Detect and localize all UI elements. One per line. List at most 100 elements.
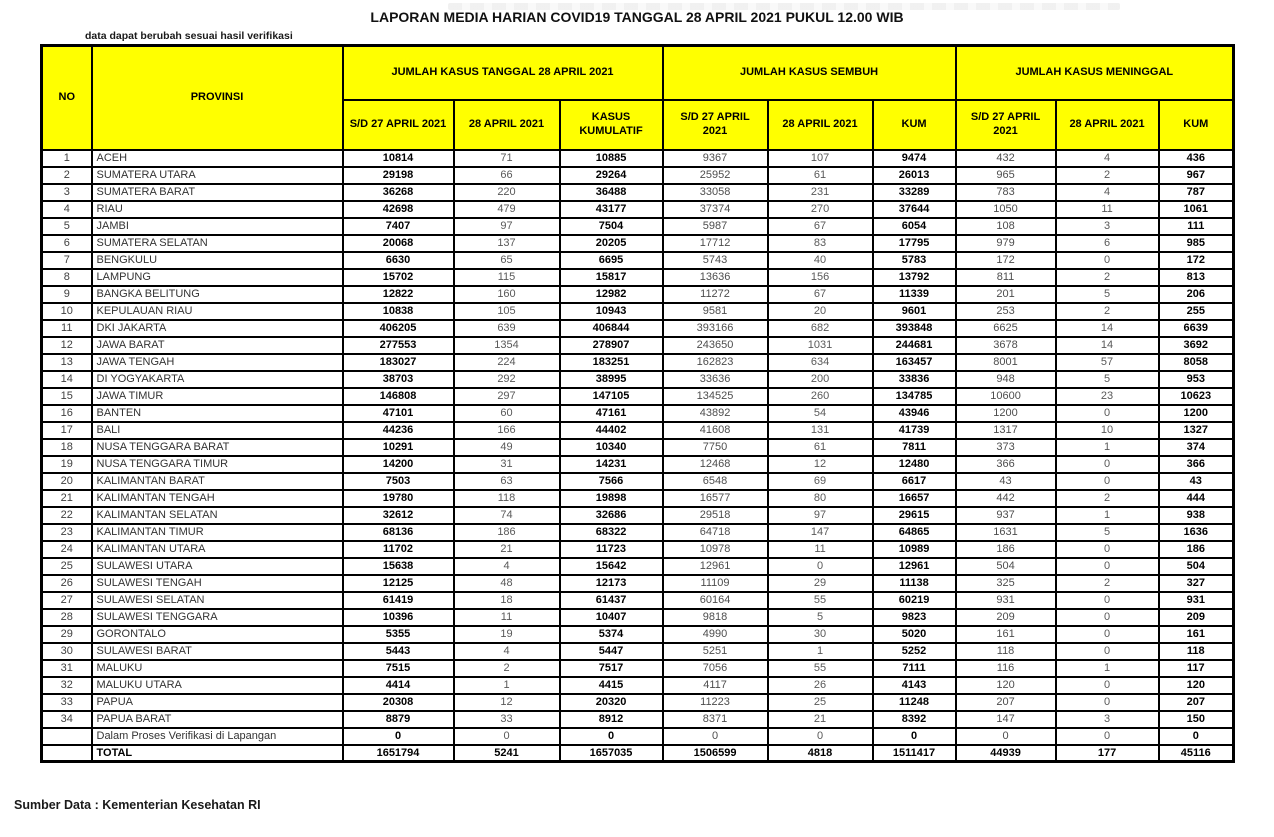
- cell-value: 97: [452, 216, 561, 236]
- cell-value: 11223: [661, 692, 769, 712]
- cell-value: 244681: [871, 335, 957, 355]
- cell-row-number: 14: [40, 369, 93, 389]
- subheader-meninggal-28apr: 28 APRIL 2021: [1054, 98, 1160, 151]
- cell-value: 0: [1054, 539, 1160, 559]
- cell-value: 0: [1157, 726, 1235, 746]
- cell-value: 2: [1054, 267, 1160, 287]
- cell-provinsi: SULAWESI TENGGARA: [90, 607, 344, 627]
- table-row: 23 KALIMANTAN TIMUR 68136 186 68322 64718 147 6…: [40, 522, 1235, 542]
- table-row: 30 SULAWESI BARAT 5443 4 5447 5251 1 5252 118 0 11…: [40, 641, 1235, 661]
- cell-value: 120: [1157, 675, 1235, 695]
- cell-value: 393166: [661, 318, 769, 338]
- cell-value: 55: [766, 590, 874, 610]
- cell-provinsi: KEPULAUAN RIAU: [90, 301, 344, 321]
- cell-value: 117: [1157, 658, 1235, 678]
- cell-value: 0: [766, 556, 874, 576]
- cell-value: 177: [1054, 743, 1160, 763]
- cell-provinsi: BANGKA BELITUNG: [90, 284, 344, 304]
- cell-value: 1031: [766, 335, 874, 355]
- cell-provinsi: TOTAL: [90, 743, 344, 763]
- cell-row-number: [40, 726, 93, 746]
- cell-value: 47101: [341, 403, 455, 423]
- cell-value: 23: [1054, 386, 1160, 406]
- header-group-sembuh: JUMLAH KASUS SEMBUH: [661, 44, 957, 101]
- cell-provinsi: JAMBI: [90, 216, 344, 236]
- header-no: NO: [40, 44, 93, 151]
- cell-value: 11138: [871, 573, 957, 593]
- cell-value: 16657: [871, 488, 957, 508]
- cell-value: 0: [558, 726, 664, 746]
- table-row: 10 KEPULAUAN RIAU 10838 105 10943 9581 20 9601 2…: [40, 301, 1235, 321]
- cell-value: 7566: [558, 471, 664, 491]
- cell-value: 504: [954, 556, 1057, 576]
- cell-value: 1631: [954, 522, 1057, 542]
- cell-value: 25: [766, 692, 874, 712]
- cell-value: 209: [954, 607, 1057, 627]
- cell-value: 1511417: [871, 743, 957, 763]
- cell-value: 29198: [341, 165, 455, 185]
- cell-value: 4414: [341, 675, 455, 695]
- cell-value: 200: [766, 369, 874, 389]
- cell-value: 393848: [871, 318, 957, 338]
- cell-value: 60219: [871, 590, 957, 610]
- table-row: 11 DKI JAKARTA 406205 639 406844 393166 682 393…: [40, 318, 1235, 338]
- cell-value: 67: [766, 284, 874, 304]
- cell-value: 0: [1054, 250, 1160, 270]
- table-row: 4 RIAU 42698 479 43177 37374 270 37644 1050 11 106…: [40, 199, 1235, 219]
- cell-value: 156: [766, 267, 874, 287]
- cell-value: 40: [766, 250, 874, 270]
- cell-value: 10989: [871, 539, 957, 559]
- cell-value: 1506599: [661, 743, 769, 763]
- cell-value: 7515: [341, 658, 455, 678]
- cell-value: 0: [1054, 590, 1160, 610]
- cell-value: 18: [452, 590, 561, 610]
- cell-value: 813: [1157, 267, 1235, 287]
- cell-value: 6625: [954, 318, 1057, 338]
- cell-value: 1050: [954, 199, 1057, 219]
- cell-row-number: 3: [40, 182, 93, 202]
- cell-value: 0: [871, 726, 957, 746]
- cell-value: 111: [1157, 216, 1235, 236]
- cell-value: 14: [1054, 335, 1160, 355]
- cell-row-number: 27: [40, 590, 93, 610]
- cell-provinsi: RIAU: [90, 199, 344, 219]
- cell-value: 105: [452, 301, 561, 321]
- header-group-meninggal: JUMLAH KASUS MENINGGAL: [954, 44, 1235, 101]
- cell-value: 13636: [661, 267, 769, 287]
- cell-value: 220: [452, 182, 561, 202]
- cell-value: 12480: [871, 454, 957, 474]
- header-group-row: NO PROVINSI JUMLAH KASUS TANGGAL 28 APRI…: [40, 44, 1235, 151]
- cell-value: 12: [452, 692, 561, 712]
- cell-value: 12961: [871, 556, 957, 576]
- cell-provinsi: SUMATERA BARAT: [90, 182, 344, 202]
- cell-value: 43946: [871, 403, 957, 423]
- cell-value: 1200: [1157, 403, 1235, 423]
- cell-value: 49: [452, 437, 561, 457]
- cell-value: 186: [954, 539, 1057, 559]
- cell-value: 7111: [871, 658, 957, 678]
- cell-value: 6630: [341, 250, 455, 270]
- table-row: 3 SUMATERA BARAT 36268 220 36488 33058 231 3328…: [40, 182, 1235, 202]
- cell-value: 967: [1157, 165, 1235, 185]
- cell-value: 6617: [871, 471, 957, 491]
- cell-value: 57: [1054, 352, 1160, 372]
- cell-value: 12982: [558, 284, 664, 304]
- cell-value: 1636: [1157, 522, 1235, 542]
- cell-row-number: 17: [40, 420, 93, 440]
- covid-report-table: NO PROVINSI JUMLAH KASUS TANGGAL 28 APRI…: [40, 44, 1236, 763]
- cell-value: 0: [661, 726, 769, 746]
- cell-value: 0: [1054, 675, 1160, 695]
- table-row: 2 SUMATERA UTARA 29198 66 29264 25952 61 26013 9…: [40, 165, 1235, 185]
- cell-value: 639: [452, 318, 561, 338]
- cell-value: 406844: [558, 318, 664, 338]
- cell-value: 43892: [661, 403, 769, 423]
- cell-value: 161: [1157, 624, 1235, 644]
- cell-value: 38995: [558, 369, 664, 389]
- cell-value: 43: [954, 471, 1057, 491]
- cell-value: 29264: [558, 165, 664, 185]
- cell-row-number: 34: [40, 709, 93, 729]
- cell-value: 12822: [341, 284, 455, 304]
- cell-value: 97: [766, 505, 874, 525]
- cell-provinsi: KALIMANTAN SELATAN: [90, 505, 344, 525]
- table-row: 33 PAPUA 20308 12 20320 11223 25 11248 207 0 207: [40, 692, 1235, 712]
